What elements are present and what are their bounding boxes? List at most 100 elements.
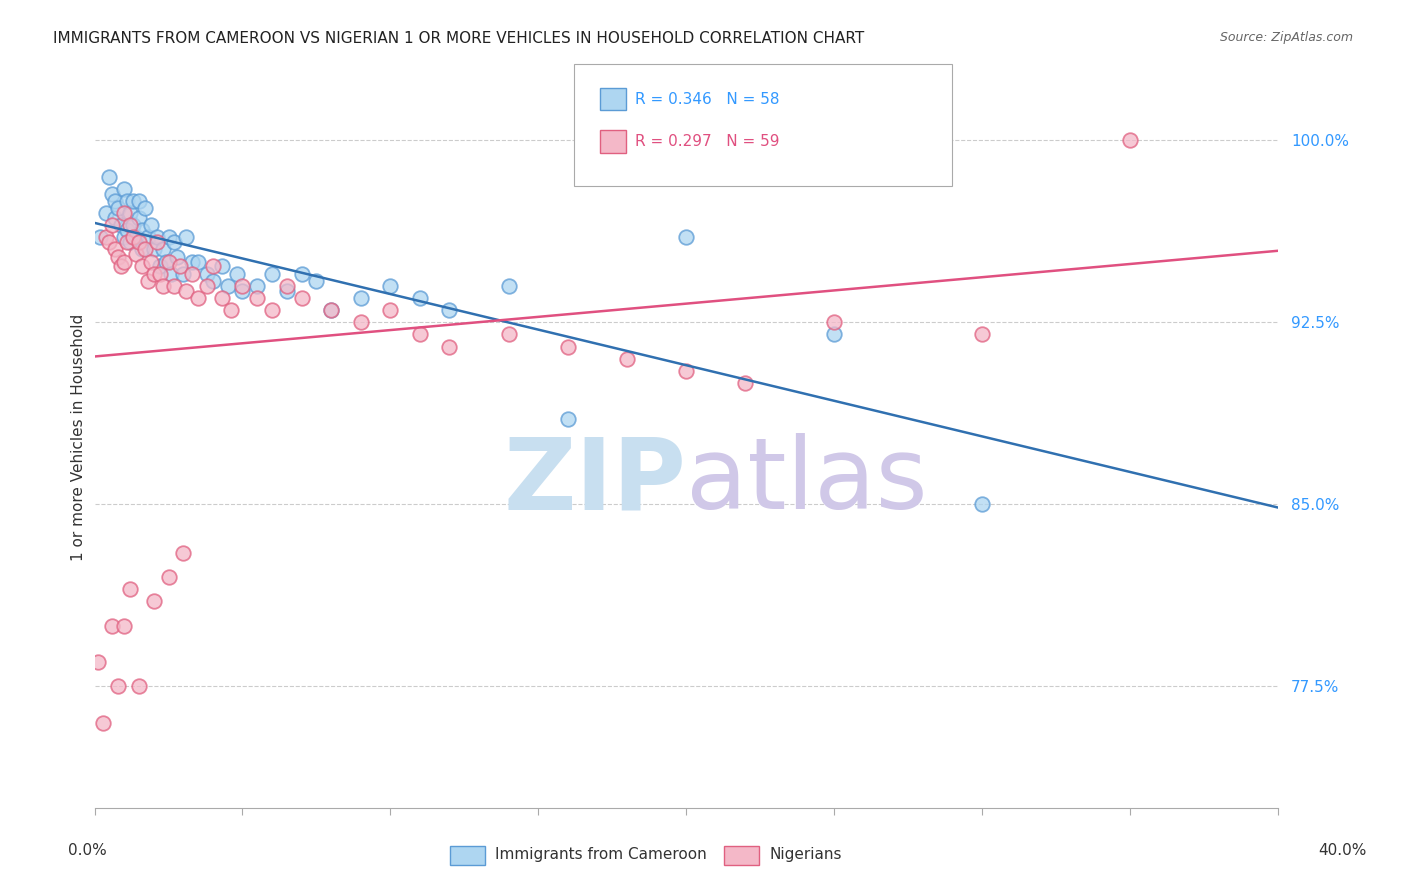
Point: [211, 291, 233, 305]
Point: [122, 230, 145, 244]
Text: 40.0%: 40.0%: [1319, 843, 1367, 858]
FancyBboxPatch shape: [600, 130, 626, 153]
Point: [181, 267, 204, 281]
Point: [131, 260, 153, 274]
Point: [115, 223, 138, 237]
Point: [231, 284, 253, 298]
Point: [96, 206, 118, 220]
Point: [181, 254, 204, 268]
Text: Source: ZipAtlas.com: Source: ZipAtlas.com: [1219, 31, 1353, 45]
Point: [166, 250, 188, 264]
Point: [350, 291, 373, 305]
Point: [136, 274, 159, 288]
Point: [93, 715, 115, 730]
Point: [174, 230, 197, 244]
FancyBboxPatch shape: [574, 64, 952, 186]
Point: [498, 279, 520, 293]
Point: [120, 206, 142, 220]
Point: [142, 243, 165, 257]
Point: [157, 570, 180, 584]
Point: [163, 279, 186, 293]
FancyBboxPatch shape: [600, 88, 626, 111]
Point: [134, 201, 156, 215]
Point: [120, 582, 142, 597]
Point: [616, 351, 638, 366]
Point: [128, 194, 150, 208]
Point: [970, 327, 993, 342]
Point: [246, 291, 269, 305]
Point: [139, 254, 162, 268]
Point: [101, 186, 124, 201]
Point: [104, 243, 127, 257]
Point: [260, 303, 283, 318]
Point: [350, 315, 373, 329]
Point: [201, 260, 224, 274]
Point: [139, 218, 162, 232]
Point: [211, 260, 233, 274]
Point: [174, 284, 197, 298]
Point: [110, 260, 132, 274]
Point: [225, 267, 247, 281]
Point: [557, 340, 579, 354]
Point: [970, 497, 993, 511]
Point: [125, 247, 148, 261]
Point: [107, 201, 129, 215]
Point: [120, 218, 142, 232]
Point: [136, 230, 159, 244]
Text: atlas: atlas: [686, 434, 928, 531]
Point: [276, 284, 298, 298]
Point: [439, 303, 461, 318]
Point: [142, 267, 165, 281]
Point: [110, 218, 132, 232]
Point: [152, 243, 174, 257]
Point: [231, 279, 253, 293]
Point: [157, 254, 180, 268]
Point: [134, 243, 156, 257]
Point: [195, 267, 218, 281]
Point: [149, 267, 172, 281]
Point: [246, 279, 269, 293]
Point: [155, 254, 177, 268]
Point: [276, 279, 298, 293]
Point: [112, 182, 135, 196]
Point: [172, 546, 194, 560]
Point: [149, 260, 172, 274]
Point: [98, 169, 121, 184]
Point: [104, 211, 127, 225]
Point: [89, 230, 111, 244]
Point: [112, 206, 135, 220]
Point: [112, 230, 135, 244]
Point: [98, 235, 121, 250]
Point: [145, 230, 167, 244]
Point: [157, 230, 180, 244]
Point: [131, 243, 153, 257]
Y-axis label: 1 or more Vehicles in Household: 1 or more Vehicles in Household: [72, 314, 86, 561]
Point: [107, 679, 129, 693]
Point: [86, 655, 108, 669]
Point: [734, 376, 756, 390]
Text: IMMIGRANTS FROM CAMEROON VS NIGERIAN 1 OR MORE VEHICLES IN HOUSEHOLD CORRELATION: IMMIGRANTS FROM CAMEROON VS NIGERIAN 1 O…: [53, 31, 865, 46]
Point: [107, 250, 129, 264]
Point: [305, 274, 328, 288]
Point: [219, 303, 242, 318]
Point: [498, 327, 520, 342]
Point: [380, 279, 402, 293]
Point: [380, 303, 402, 318]
Point: [439, 340, 461, 354]
Point: [195, 279, 218, 293]
Point: [823, 327, 845, 342]
Point: [122, 194, 145, 208]
Point: [131, 223, 153, 237]
Point: [115, 194, 138, 208]
Point: [260, 267, 283, 281]
Point: [409, 327, 432, 342]
Point: [675, 230, 697, 244]
Point: [128, 211, 150, 225]
Point: [120, 235, 142, 250]
Text: 0.0%: 0.0%: [67, 843, 107, 858]
Point: [1119, 133, 1142, 147]
Text: Nigerians: Nigerians: [769, 847, 842, 862]
Point: [128, 235, 150, 250]
Point: [557, 412, 579, 426]
Point: [101, 618, 124, 632]
